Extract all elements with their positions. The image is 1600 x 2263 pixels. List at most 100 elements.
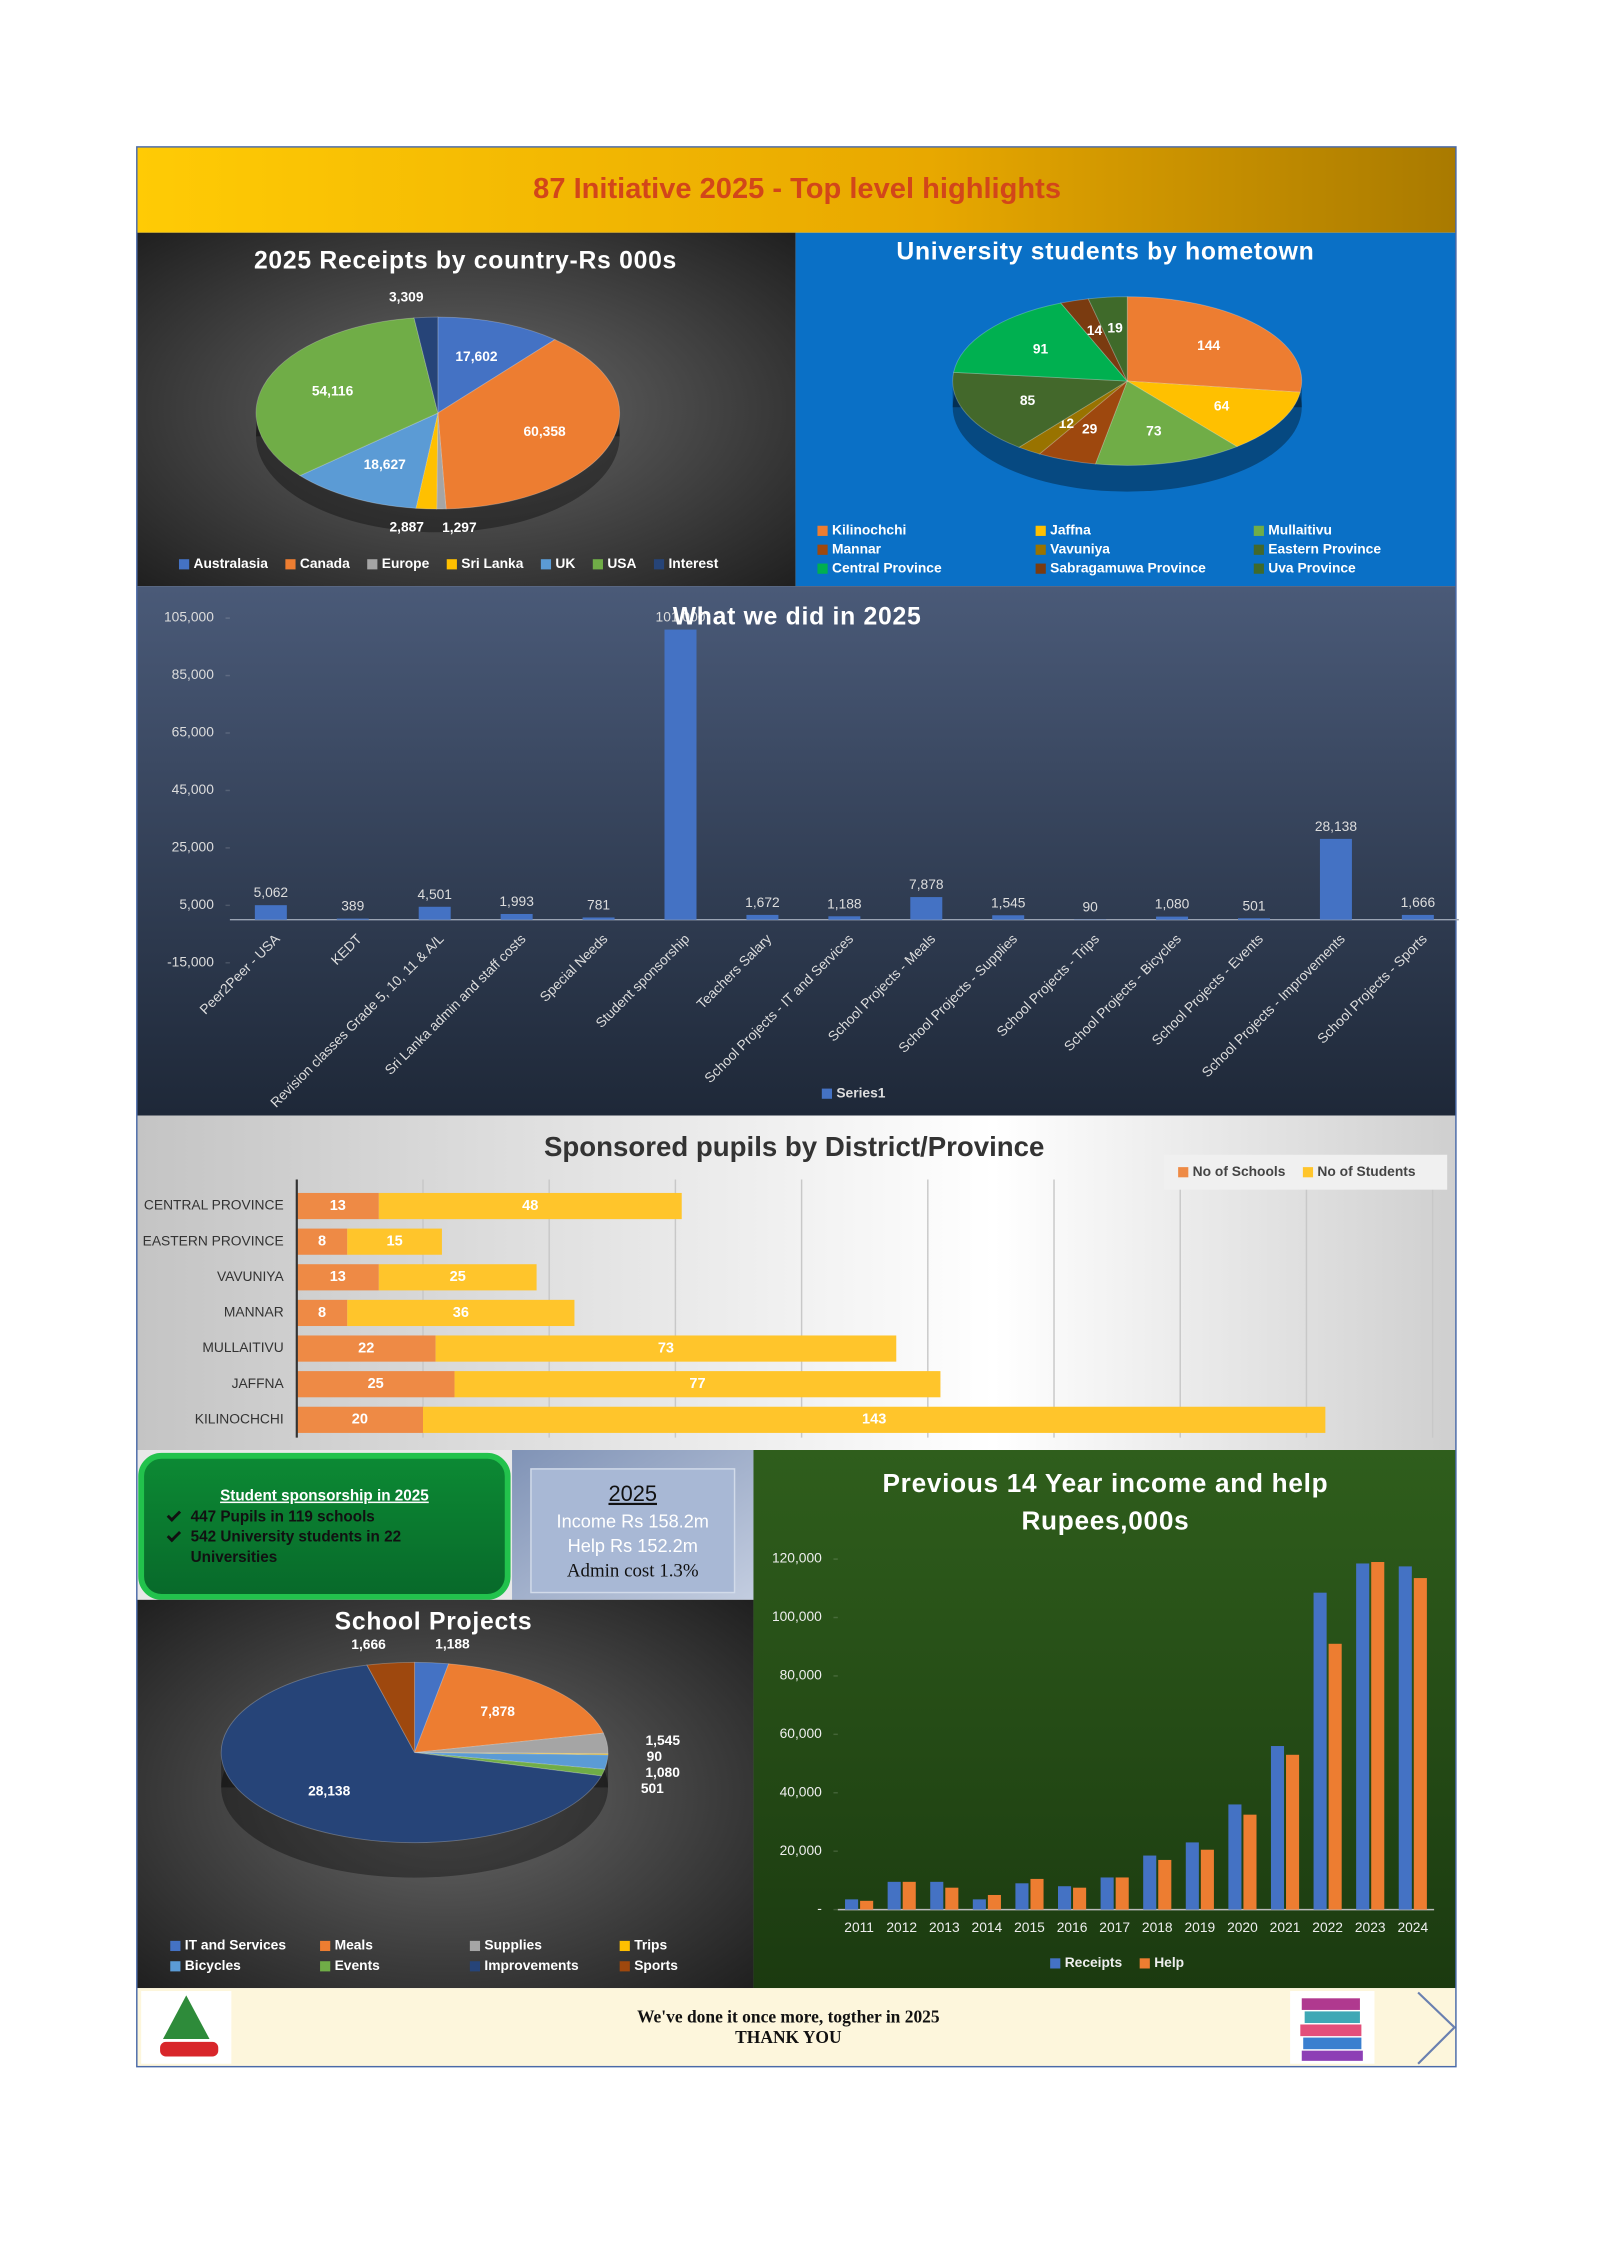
summary-line: Admin cost 1.3% bbox=[567, 1561, 699, 1582]
data-label: 2,887 bbox=[389, 519, 424, 535]
summary-line: Help Rs 152.2m bbox=[568, 1536, 698, 1556]
books-icon bbox=[1301, 2050, 1363, 2061]
legend-swatch bbox=[817, 563, 828, 574]
bar bbox=[336, 918, 369, 920]
bar bbox=[1058, 1886, 1072, 1910]
header-band bbox=[136, 146, 1456, 233]
legend-swatch bbox=[1050, 1958, 1061, 1969]
x-tick-label: 2016 bbox=[1057, 1919, 1088, 1935]
y-tick-label: KILINOCHCHI bbox=[195, 1410, 284, 1426]
pie-slice bbox=[414, 1732, 609, 1755]
y-tick-label: 25,000 bbox=[172, 839, 215, 855]
chart-title: Previous 14 Year income and help bbox=[882, 1468, 1328, 1498]
summary-box bbox=[530, 1468, 736, 1594]
legend-swatch bbox=[817, 525, 828, 536]
y-tick-label: 80,000 bbox=[780, 1667, 823, 1683]
bar bbox=[1200, 1849, 1214, 1910]
pie-slice bbox=[1038, 379, 1129, 465]
legend-swatch bbox=[469, 1961, 481, 1972]
bar-segment bbox=[378, 1264, 537, 1291]
data-label: 501 bbox=[641, 1780, 664, 1796]
data-label: 4,501 bbox=[417, 886, 452, 902]
legend-label: Central Province bbox=[832, 559, 942, 575]
item-text: 542 University students in 22 Universiti… bbox=[190, 1528, 402, 1567]
bar bbox=[1286, 1754, 1300, 1910]
data-label: 36 bbox=[453, 1305, 469, 1321]
x-tick-label: 2019 bbox=[1184, 1919, 1215, 1935]
footer-band bbox=[136, 1988, 1456, 2067]
bar bbox=[845, 1899, 859, 1910]
data-label: 22 bbox=[358, 1340, 374, 1356]
x-tick-label: 2013 bbox=[929, 1919, 960, 1935]
data-label: 144 bbox=[1197, 337, 1220, 353]
legend-label: Sports bbox=[634, 1957, 678, 1973]
legend-swatch bbox=[1035, 544, 1046, 555]
data-label: 8 bbox=[318, 1234, 326, 1250]
x-tick-label: 2011 bbox=[844, 1919, 874, 1935]
pie-slice bbox=[436, 413, 447, 510]
chart-title: School Projects bbox=[335, 1609, 533, 1636]
x-tick-label: 2022 bbox=[1312, 1919, 1343, 1935]
data-label: 7,878 bbox=[480, 1703, 515, 1719]
legend-label: Jaffna bbox=[1050, 521, 1091, 537]
legend-swatch bbox=[1035, 525, 1046, 536]
chart-title: 2025 Receipts by country-Rs 000s bbox=[254, 247, 677, 274]
bar-segment bbox=[422, 1406, 1326, 1433]
y-tick-label: JAFFNA bbox=[232, 1375, 285, 1391]
bar bbox=[887, 1881, 901, 1910]
panel-bg bbox=[136, 586, 1456, 1116]
legend-label: Eastern Province bbox=[1268, 540, 1381, 556]
y-tick-label: -15,000 bbox=[167, 953, 214, 969]
pie-slice bbox=[1087, 296, 1128, 382]
legend-swatch bbox=[1178, 1167, 1189, 1178]
data-label: 85 bbox=[1020, 392, 1036, 408]
data-label: 91 bbox=[1033, 340, 1049, 356]
books-icon bbox=[1303, 2037, 1362, 2050]
legend-label: Series1 bbox=[836, 1084, 885, 1100]
bar bbox=[418, 906, 451, 920]
data-label: 1,666 bbox=[351, 1636, 386, 1652]
footer-text: We've done it once more, togther in 2025 bbox=[637, 2007, 940, 2027]
y-tick-label: 40,000 bbox=[780, 1783, 823, 1799]
bar bbox=[910, 897, 943, 920]
data-label: 20 bbox=[352, 1412, 368, 1428]
legend-swatch bbox=[653, 559, 665, 570]
data-label: 48 bbox=[522, 1198, 538, 1214]
data-label: 1,080 bbox=[645, 1764, 680, 1780]
legend-label: Supplies bbox=[484, 1937, 542, 1953]
data-label: 8 bbox=[318, 1305, 326, 1321]
legend-label: Interest bbox=[668, 555, 718, 571]
y-tick-label: 5,000 bbox=[179, 896, 214, 912]
data-label: 15 bbox=[387, 1234, 403, 1250]
x-tick-label: 2024 bbox=[1397, 1919, 1428, 1935]
books-icon bbox=[1304, 2011, 1360, 2024]
pie-slice bbox=[299, 412, 439, 509]
bar bbox=[930, 1881, 944, 1910]
x-tick-label: 2023 bbox=[1355, 1919, 1386, 1935]
x-tick-label: 2014 bbox=[972, 1919, 1003, 1935]
pie-slice bbox=[1126, 296, 1303, 393]
data-label: 101,000 bbox=[656, 609, 706, 625]
legend-label: Sabragamuwa Province bbox=[1050, 559, 1206, 575]
bar-segment bbox=[296, 1299, 348, 1327]
data-label: 1,080 bbox=[1155, 896, 1190, 912]
data-label: 3,309 bbox=[389, 289, 424, 305]
y-tick-label: EASTERN PROVINCE bbox=[143, 1232, 284, 1248]
pie-slice bbox=[414, 1752, 609, 1770]
bar bbox=[1371, 1562, 1385, 1910]
item-text: 447 Pupils in 119 schools bbox=[190, 1508, 375, 1526]
legend-swatch bbox=[1139, 1958, 1150, 1969]
y-tick-label: - bbox=[817, 1900, 822, 1916]
bar bbox=[1156, 916, 1189, 920]
legend-swatch bbox=[320, 1940, 331, 1952]
data-label: 19 bbox=[1107, 320, 1123, 336]
legend-swatch bbox=[178, 559, 190, 570]
pie-slice bbox=[952, 371, 1129, 448]
y-tick-label: MULLAITIVU bbox=[202, 1339, 283, 1355]
data-label: 90 bbox=[647, 1748, 663, 1764]
pie-slice bbox=[437, 316, 556, 414]
bar bbox=[1243, 1814, 1257, 1910]
chevron bbox=[1417, 1991, 1457, 2065]
pie-slice bbox=[414, 1752, 606, 1777]
